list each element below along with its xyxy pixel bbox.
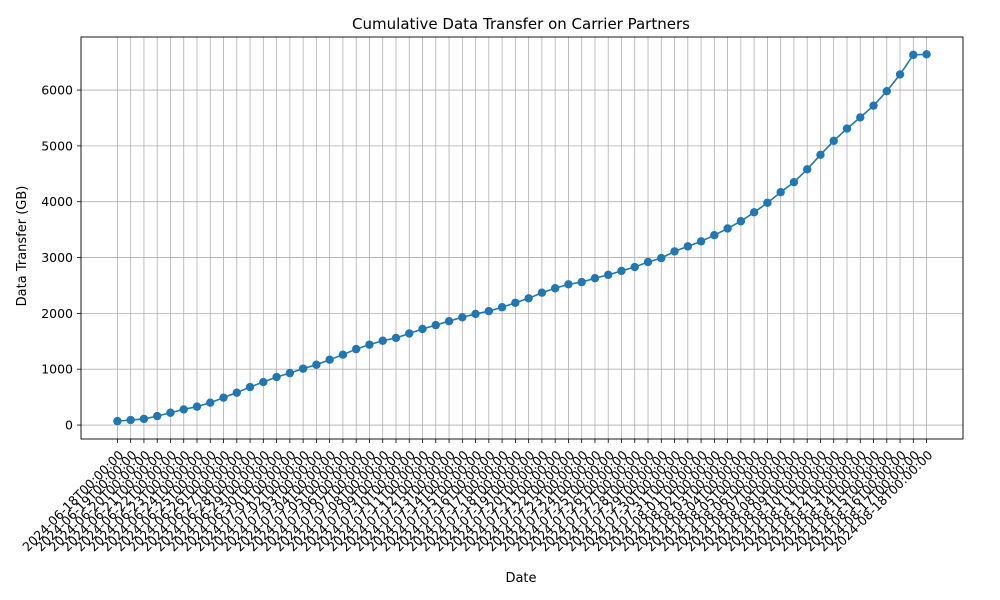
data-point bbox=[763, 198, 772, 208]
data-point bbox=[245, 382, 255, 392]
y-tick-label: 5000 bbox=[41, 138, 73, 153]
data-point bbox=[710, 231, 719, 240]
data-point bbox=[285, 368, 295, 378]
data-point bbox=[458, 313, 467, 322]
data-point bbox=[471, 309, 480, 319]
data-point bbox=[166, 408, 175, 417]
data-point bbox=[922, 50, 931, 59]
data-point bbox=[232, 388, 241, 397]
y-tick-label: 1000 bbox=[41, 362, 73, 377]
data-point bbox=[405, 329, 414, 338]
y-tick-label: 0 bbox=[65, 418, 73, 433]
data-point bbox=[391, 333, 401, 343]
data-point bbox=[497, 303, 507, 312]
plot-frame bbox=[80, 36, 964, 440]
y-tick-label: 6000 bbox=[41, 83, 73, 98]
data-point bbox=[537, 288, 547, 297]
data-point bbox=[312, 360, 321, 369]
data-point bbox=[643, 257, 653, 267]
data-point bbox=[564, 280, 573, 289]
data-point bbox=[192, 402, 202, 411]
data-point bbox=[524, 294, 533, 303]
data-point bbox=[365, 340, 374, 349]
data-point bbox=[789, 177, 799, 187]
data-point bbox=[206, 398, 215, 407]
data-point bbox=[444, 316, 454, 326]
data-point bbox=[696, 237, 706, 246]
data-point bbox=[630, 262, 639, 272]
data-point bbox=[153, 411, 162, 421]
data-point bbox=[683, 242, 693, 251]
data-point bbox=[882, 86, 891, 96]
data-point bbox=[378, 336, 387, 345]
chart-title: Cumulative Data Transfer on Carrier Part… bbox=[352, 15, 690, 33]
data-point bbox=[604, 270, 613, 280]
data-point bbox=[418, 324, 427, 334]
data-point bbox=[842, 124, 852, 133]
data-point bbox=[657, 253, 666, 263]
data-point bbox=[298, 364, 308, 373]
data-point bbox=[325, 355, 334, 364]
data-point bbox=[338, 350, 348, 359]
y-tick-label: 2000 bbox=[41, 306, 73, 321]
series-line bbox=[117, 53, 927, 422]
data-point bbox=[431, 320, 440, 330]
y-axis-label: Data Transfer (GB) bbox=[15, 186, 30, 307]
data-point bbox=[179, 405, 188, 414]
data-point bbox=[895, 70, 905, 79]
data-point bbox=[670, 247, 679, 256]
data-point bbox=[259, 377, 268, 387]
data-point bbox=[139, 414, 149, 424]
data-point bbox=[484, 306, 494, 316]
data-point bbox=[869, 101, 878, 110]
data-point bbox=[816, 150, 825, 160]
data-point bbox=[776, 188, 785, 197]
data-point bbox=[113, 416, 122, 426]
data-point bbox=[126, 415, 135, 425]
data-point bbox=[550, 284, 560, 293]
data-point bbox=[511, 298, 520, 307]
data-point bbox=[736, 217, 746, 226]
data-point bbox=[909, 50, 918, 60]
grid bbox=[81, 37, 963, 439]
data-point bbox=[803, 165, 812, 174]
data-point bbox=[723, 224, 732, 233]
y-tick-label: 4000 bbox=[41, 194, 73, 209]
data-point bbox=[856, 113, 865, 122]
y-tick-label: 3000 bbox=[41, 250, 73, 265]
series bbox=[113, 50, 931, 426]
data-point bbox=[577, 277, 586, 287]
data-point bbox=[219, 393, 228, 402]
data-point bbox=[272, 372, 281, 382]
x-axis-ticks: 2024-06-18T00:00:002024-06-19T00:00:0020… bbox=[19, 439, 936, 554]
data-point bbox=[351, 344, 361, 354]
x-axis-label: Date bbox=[505, 571, 536, 586]
data-point bbox=[590, 274, 600, 283]
data-point bbox=[829, 136, 838, 146]
data-point bbox=[749, 208, 759, 217]
data-point bbox=[617, 266, 626, 276]
y-axis-ticks: 0 1000 2000 3000 4000 5000 6000 bbox=[41, 83, 81, 433]
